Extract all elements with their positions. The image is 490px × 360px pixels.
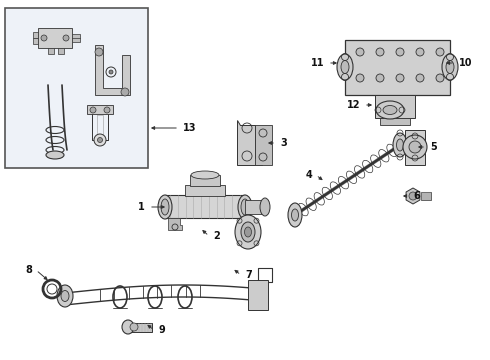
Circle shape <box>90 107 96 113</box>
Text: 13: 13 <box>183 123 196 133</box>
Circle shape <box>130 323 138 331</box>
Circle shape <box>94 134 106 146</box>
Circle shape <box>416 48 424 56</box>
Circle shape <box>436 48 444 56</box>
Text: 6: 6 <box>413 191 420 201</box>
Circle shape <box>356 74 364 82</box>
Circle shape <box>63 35 69 41</box>
Circle shape <box>356 48 364 56</box>
Ellipse shape <box>235 215 261 249</box>
Ellipse shape <box>191 171 219 179</box>
Circle shape <box>376 48 384 56</box>
Polygon shape <box>345 40 450 95</box>
Text: 4: 4 <box>305 170 312 180</box>
Polygon shape <box>405 130 425 165</box>
Ellipse shape <box>238 195 252 219</box>
Polygon shape <box>255 125 272 165</box>
Text: 12: 12 <box>346 100 360 110</box>
Ellipse shape <box>122 320 134 334</box>
Polygon shape <box>380 118 410 125</box>
Circle shape <box>104 107 110 113</box>
Circle shape <box>376 74 384 82</box>
Circle shape <box>41 35 47 41</box>
Ellipse shape <box>383 105 397 114</box>
Circle shape <box>436 74 444 82</box>
Circle shape <box>409 141 421 153</box>
Circle shape <box>95 48 103 56</box>
Text: 9: 9 <box>158 325 165 335</box>
Circle shape <box>416 74 424 82</box>
Ellipse shape <box>245 227 251 237</box>
Circle shape <box>396 48 404 56</box>
Circle shape <box>409 192 417 200</box>
Polygon shape <box>185 185 225 196</box>
Polygon shape <box>168 218 182 230</box>
Polygon shape <box>48 48 54 54</box>
Polygon shape <box>95 45 130 95</box>
Polygon shape <box>421 192 431 200</box>
Text: 11: 11 <box>311 58 324 68</box>
Polygon shape <box>87 105 113 114</box>
Ellipse shape <box>241 222 255 242</box>
Ellipse shape <box>57 285 73 307</box>
Polygon shape <box>58 48 64 54</box>
Polygon shape <box>33 32 38 38</box>
Polygon shape <box>38 28 72 48</box>
Bar <box>5 8 148 168</box>
Circle shape <box>121 88 129 96</box>
Ellipse shape <box>61 291 69 302</box>
Polygon shape <box>248 280 268 310</box>
Ellipse shape <box>337 54 353 80</box>
Polygon shape <box>375 95 415 118</box>
Circle shape <box>403 135 427 159</box>
Circle shape <box>109 70 113 74</box>
Text: 1: 1 <box>138 202 145 212</box>
Text: 5: 5 <box>430 142 437 152</box>
Circle shape <box>396 74 404 82</box>
Polygon shape <box>237 120 270 165</box>
Ellipse shape <box>288 203 302 227</box>
Text: 10: 10 <box>459 58 472 68</box>
Polygon shape <box>128 323 152 332</box>
Polygon shape <box>33 38 38 44</box>
Polygon shape <box>72 34 80 42</box>
Circle shape <box>98 138 102 143</box>
Ellipse shape <box>158 195 172 219</box>
Text: 2: 2 <box>213 231 220 241</box>
Ellipse shape <box>341 60 349 73</box>
Text: 7: 7 <box>245 270 252 280</box>
Polygon shape <box>406 188 420 204</box>
Ellipse shape <box>393 133 407 157</box>
Text: 8: 8 <box>25 265 32 275</box>
Ellipse shape <box>260 198 270 216</box>
Ellipse shape <box>46 151 64 159</box>
Ellipse shape <box>446 60 454 73</box>
Text: 3: 3 <box>280 138 287 148</box>
Polygon shape <box>245 200 265 214</box>
Ellipse shape <box>292 209 298 221</box>
Ellipse shape <box>442 54 458 80</box>
Ellipse shape <box>161 199 169 215</box>
Polygon shape <box>190 175 220 186</box>
Ellipse shape <box>376 101 404 119</box>
Ellipse shape <box>396 139 403 151</box>
Polygon shape <box>165 195 245 218</box>
Ellipse shape <box>241 199 249 215</box>
